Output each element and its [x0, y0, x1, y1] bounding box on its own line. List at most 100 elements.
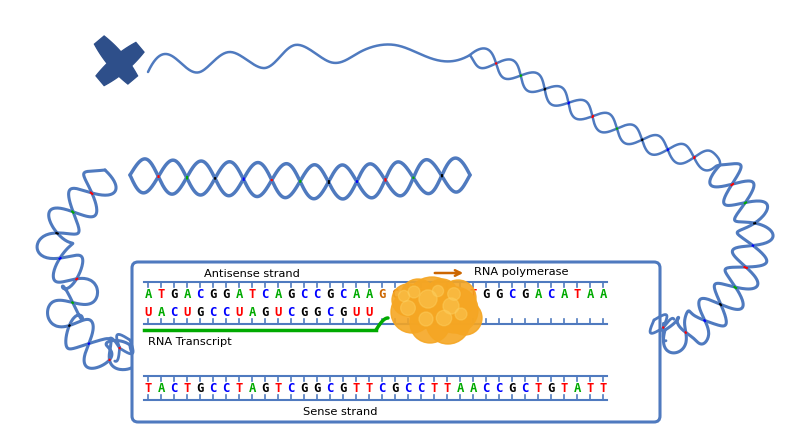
Text: C: C	[482, 381, 490, 395]
Text: T: T	[352, 381, 360, 395]
Text: A: A	[574, 381, 581, 395]
Circle shape	[448, 301, 482, 335]
Text: G: G	[196, 381, 204, 395]
Text: A: A	[274, 287, 282, 301]
Text: G: G	[287, 287, 294, 301]
Text: C: C	[339, 287, 346, 301]
Polygon shape	[96, 42, 144, 86]
Text: RNA polymerase: RNA polymerase	[474, 267, 569, 277]
Text: T: T	[274, 381, 282, 395]
Text: C: C	[547, 287, 554, 301]
Text: G: G	[404, 287, 412, 301]
Text: U: U	[274, 306, 282, 320]
Text: Sense strand: Sense strand	[303, 407, 378, 417]
Text: A: A	[248, 381, 256, 395]
Text: C: C	[287, 306, 294, 320]
Text: T: T	[586, 381, 594, 395]
Text: G: G	[418, 287, 425, 301]
Text: T: T	[574, 287, 581, 301]
Text: A: A	[534, 287, 542, 301]
Text: C: C	[210, 381, 217, 395]
Text: C: C	[404, 381, 412, 395]
Text: T: T	[235, 381, 242, 395]
Circle shape	[410, 303, 450, 343]
Text: T: T	[443, 381, 450, 395]
Text: U: U	[144, 306, 152, 320]
Circle shape	[401, 301, 415, 315]
Text: C: C	[378, 381, 386, 395]
Text: G: G	[522, 287, 529, 301]
Circle shape	[408, 286, 420, 298]
Text: C: C	[196, 287, 204, 301]
Text: U: U	[352, 306, 360, 320]
Text: A: A	[235, 287, 242, 301]
Text: G: G	[314, 381, 321, 395]
Text: C: C	[391, 287, 398, 301]
Text: T: T	[158, 287, 165, 301]
Circle shape	[426, 300, 470, 344]
Text: G: G	[222, 287, 230, 301]
Text: G: G	[300, 306, 308, 320]
Text: C: C	[508, 287, 516, 301]
Circle shape	[391, 291, 433, 333]
Text: A: A	[248, 306, 256, 320]
Circle shape	[432, 287, 478, 333]
Text: G: G	[170, 287, 178, 301]
Text: G: G	[262, 381, 269, 395]
Circle shape	[406, 277, 458, 329]
Circle shape	[111, 55, 125, 69]
Text: C: C	[495, 381, 502, 395]
Text: A: A	[144, 287, 152, 301]
Text: C: C	[262, 287, 269, 301]
Circle shape	[401, 279, 435, 313]
Text: A: A	[443, 287, 450, 301]
Circle shape	[398, 290, 410, 301]
Text: T: T	[144, 381, 152, 395]
Text: C: C	[522, 381, 529, 395]
Text: C: C	[287, 381, 294, 395]
Text: C: C	[222, 306, 230, 320]
Text: G: G	[339, 306, 346, 320]
Circle shape	[455, 308, 467, 320]
Text: T: T	[470, 287, 477, 301]
Text: A: A	[352, 287, 360, 301]
Text: G: G	[300, 381, 308, 395]
Text: A: A	[456, 381, 464, 395]
Text: C: C	[222, 381, 230, 395]
Text: C: C	[326, 381, 334, 395]
Text: A: A	[158, 306, 165, 320]
Text: T: T	[248, 287, 256, 301]
Text: C: C	[326, 306, 334, 320]
FancyBboxPatch shape	[132, 262, 660, 422]
Text: C: C	[300, 287, 308, 301]
Polygon shape	[94, 36, 138, 84]
Text: C: C	[170, 306, 178, 320]
Circle shape	[436, 310, 452, 326]
Circle shape	[426, 279, 458, 311]
Circle shape	[419, 290, 437, 308]
Text: T: T	[456, 287, 464, 301]
Text: A: A	[470, 381, 477, 395]
Text: C: C	[418, 381, 425, 395]
Text: C: C	[314, 287, 321, 301]
Text: T: T	[430, 381, 438, 395]
Text: U: U	[235, 306, 242, 320]
Text: G: G	[314, 306, 321, 320]
Circle shape	[432, 286, 443, 297]
Text: G: G	[508, 381, 516, 395]
Text: T: T	[560, 381, 568, 395]
Text: A: A	[586, 287, 594, 301]
Circle shape	[448, 288, 460, 300]
Text: G: G	[378, 287, 386, 301]
Text: A: A	[560, 287, 568, 301]
Text: C: C	[210, 306, 217, 320]
Text: T: T	[183, 381, 190, 395]
Text: G: G	[339, 381, 346, 395]
Text: A: A	[366, 287, 373, 301]
Circle shape	[419, 312, 433, 326]
Text: G: G	[326, 287, 334, 301]
Text: A: A	[183, 287, 190, 301]
Text: G: G	[391, 381, 398, 395]
Text: G: G	[210, 287, 217, 301]
Text: T: T	[599, 381, 606, 395]
